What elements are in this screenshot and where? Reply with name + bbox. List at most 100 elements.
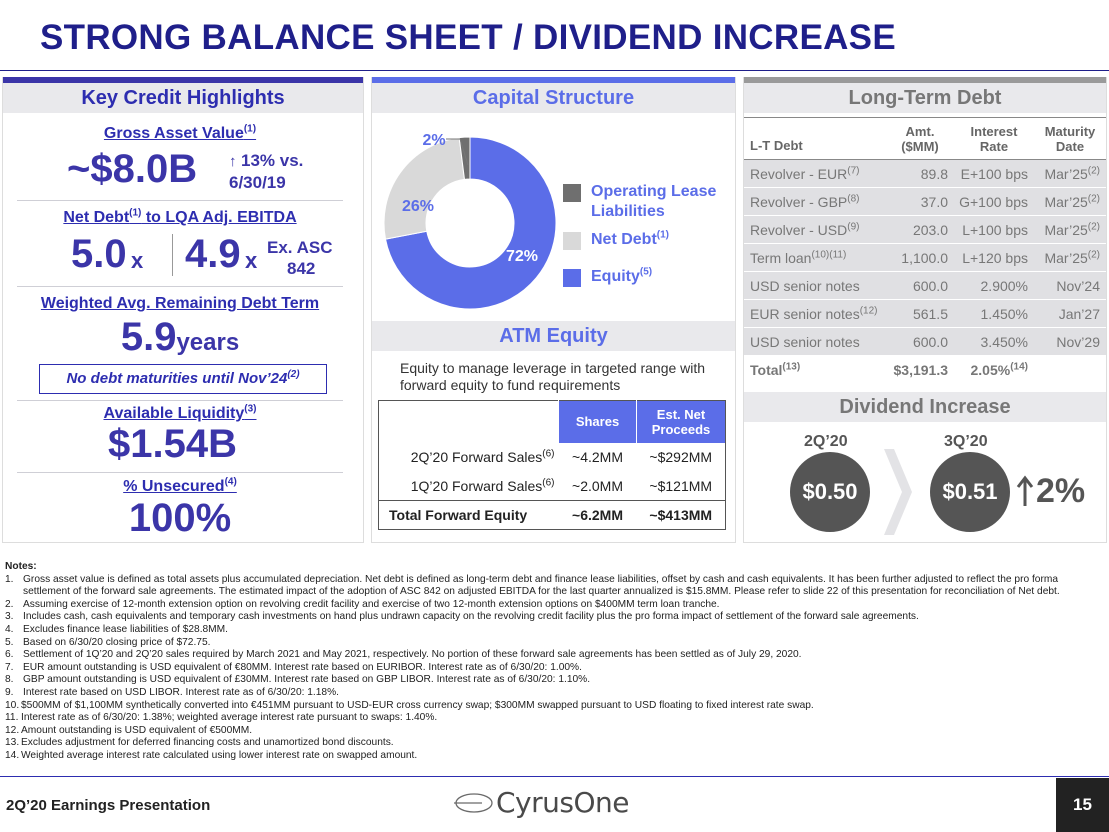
footnote-text: Excludes adjustment for deferred financi… — [21, 737, 394, 749]
up-arrow-icon: ↑ — [229, 153, 237, 170]
footnote-text: GBP amount outstanding is USD equivalent… — [23, 674, 591, 686]
long-term-debt-heading: Long-Term Debt — [744, 83, 1106, 113]
table-row: 2Q’20 Forward Sales(6) ~4.2MM ~$292MM — [379, 443, 726, 472]
debt-maturity: Mar’25(2) — [1034, 159, 1106, 188]
pie-leader-line — [446, 138, 469, 166]
panel-accent-bar — [3, 77, 363, 83]
debt-maturity: Nov’24 — [1034, 271, 1106, 300]
table-total-row: Total Forward Equity ~6.2MM ~$413MM — [378, 500, 726, 530]
table-header-row: L-T Debt Amt. ($MM) Interest Rate Maturity… — [744, 117, 1106, 160]
divider — [17, 472, 343, 473]
table-row: Term loan(10)(11) 1,100.0 L+120 bps Mar’… — [744, 243, 1106, 272]
footnote-number: 2. — [5, 598, 14, 610]
legend-label: Net Debt(1) — [591, 229, 670, 248]
legend-item-equity: Equity(5) — [563, 267, 652, 287]
footnote-text: Gross asset value is defined as total as… — [23, 573, 1060, 598]
footnote-item: 2. Assuming exercise of 12-month extensio… — [5, 599, 1105, 612]
footnote-text: Excludes finance lease liabilities of $2… — [23, 623, 228, 635]
footnote-item: 1. Gross asset value is defined as total … — [5, 574, 1105, 599]
row-label: 2Q’20 Forward Sales(6) — [410, 448, 555, 465]
footnote-number: 1. — [5, 573, 14, 585]
unsecured-label-block: % Unsecured(4) — [17, 477, 343, 496]
total-shares: ~6.2MM — [558, 500, 637, 530]
capital-structure-panel: Capital Structure 72% 26% 2% Operating Lea… — [371, 77, 736, 543]
footnote-item: 6. Settlement of 1Q’20 and 2Q’20 sales re… — [5, 649, 1105, 662]
term-value: 5.9 — [120, 315, 177, 359]
key-credit-heading: Key Credit Highlights — [3, 83, 363, 113]
gav-change-line2: 6/30/19 — [229, 173, 286, 192]
page-number: 15 — [1056, 778, 1109, 832]
capital-structure-heading: Capital Structure — [372, 83, 735, 113]
footnote-item: 5. Based on 6/30/20 closing price of $72.… — [5, 637, 1105, 650]
dividend-prior-value: $0.50 — [790, 452, 870, 532]
legend-label: Operating Lease Liabilities — [591, 183, 717, 220]
notes-title: Notes: — [5, 561, 37, 572]
legend-swatch — [563, 269, 581, 287]
footnote-item: 7. EUR amount outstanding is USD equivale… — [5, 662, 1105, 675]
total-label: Total Forward Equity — [378, 500, 559, 530]
total-rate: 2.05%(14) — [954, 355, 1034, 384]
debt-amount: 1,100.0 — [886, 243, 954, 272]
footnote-text: EUR amount outstanding is USD equivalent… — [23, 661, 582, 673]
atm-equity-heading: ATM Equity — [372, 321, 735, 351]
debt-maturity: Mar’25(2) — [1034, 215, 1106, 244]
gav-value: ~$8.0B — [67, 147, 198, 191]
term-unit: years — [176, 329, 240, 356]
divider — [17, 400, 343, 401]
row-proceeds: ~$121MM — [649, 477, 713, 494]
pie-slice-operating-lease — [458, 136, 471, 180]
footnote-number: 3. — [5, 611, 14, 623]
debt-rate: 1.450% — [954, 299, 1034, 328]
debt-name: EUR senior notes(12) — [744, 299, 886, 328]
divider — [17, 286, 343, 287]
term-value-block: 5.9years — [17, 315, 343, 360]
amount-header: Amt. ($MM) — [886, 117, 954, 160]
panel-accent-bar — [744, 77, 1106, 83]
table-header-row: Shares Est. Net Proceeds — [378, 400, 726, 443]
table-row: USD senior notes 600.0 3.450% Nov’29 — [744, 327, 1106, 356]
logo-text: CyrusOne — [496, 786, 629, 819]
total-proceeds: ~$413MM — [636, 500, 726, 530]
debt-rate: E+100 bps — [954, 159, 1034, 188]
long-term-debt-panel: Long-Term Debt L-T Debt Amt. ($MM) Intere… — [743, 77, 1107, 543]
pie-data-label: 2% — [422, 132, 445, 149]
dividend-quarter-current: 3Q’20 — [944, 433, 988, 450]
gav-label-block: Gross Asset Value(1) — [17, 124, 343, 143]
liquidity-value-block: $1.54B — [17, 422, 343, 467]
term-label-block: Weighted Avg. Remaining Debt Term — [17, 295, 343, 313]
footnote-number: 10. — [5, 699, 20, 711]
divider — [17, 200, 343, 201]
debt-rate: 3.450% — [954, 327, 1034, 356]
leverage-ex-asc-value: 4.9 — [185, 232, 241, 276]
footnote-item: 9. Interest rate based on USD LIBOR. Inte… — [5, 687, 1105, 700]
legend-item-operating-lease: Operating Lease Liabilities — [563, 182, 716, 222]
footnote-number: 9. — [5, 686, 14, 698]
footnote-number: 12. — [5, 724, 20, 736]
row-label: 1Q’20 Forward Sales(6) — [410, 477, 555, 494]
debt-name: Revolver - EUR(7) — [744, 159, 886, 188]
footnote-text: Weighted average interest rate calculate… — [21, 749, 418, 761]
gav-value-block: ~$8.0B ↑ 13% vs. 6/30/19 — [17, 147, 343, 197]
debt-name: USD senior notes — [744, 271, 886, 300]
shares-header: Shares — [558, 400, 637, 443]
row-shares: ~2.0MM — [572, 477, 623, 494]
footer-presentation-name: 2Q’20 Earnings Presentation — [6, 797, 211, 814]
row-proceeds: ~$292MM — [649, 449, 713, 465]
capital-structure-pie: 72% 26% 2% — [383, 132, 557, 310]
leverage-x: x — [131, 248, 144, 273]
debt-name: Revolver - GBP(8) — [744, 187, 886, 216]
ex-asc-line1: Ex. ASC — [267, 238, 333, 257]
footnote-number: 6. — [5, 649, 14, 661]
table-row: Revolver - USD(9) 203.0 L+100 bps Mar’25… — [744, 215, 1106, 244]
leverage-ex-asc-x: x — [245, 248, 258, 273]
debt-rate: G+100 bps — [954, 187, 1034, 216]
company-logo: CyrusOne — [452, 786, 629, 819]
footnote-item: 8. GBP amount outstanding is USD equivale… — [5, 674, 1105, 687]
debt-maturity: Nov’29 — [1034, 327, 1106, 356]
table-row: USD senior notes 600.0 2.900% Nov’24 — [744, 271, 1106, 300]
debt-rate: L+120 bps — [954, 243, 1034, 272]
footnote-text: Settlement of 1Q’20 and 2Q’20 sales requ… — [23, 649, 802, 661]
footnote-item: 3. Includes cash, cash equivalents and te… — [5, 611, 1105, 624]
leverage-block: 5.0 x 4.9 x Ex. ASC 842 — [17, 232, 343, 282]
debt-name: Revolver - USD(9) — [744, 215, 886, 244]
